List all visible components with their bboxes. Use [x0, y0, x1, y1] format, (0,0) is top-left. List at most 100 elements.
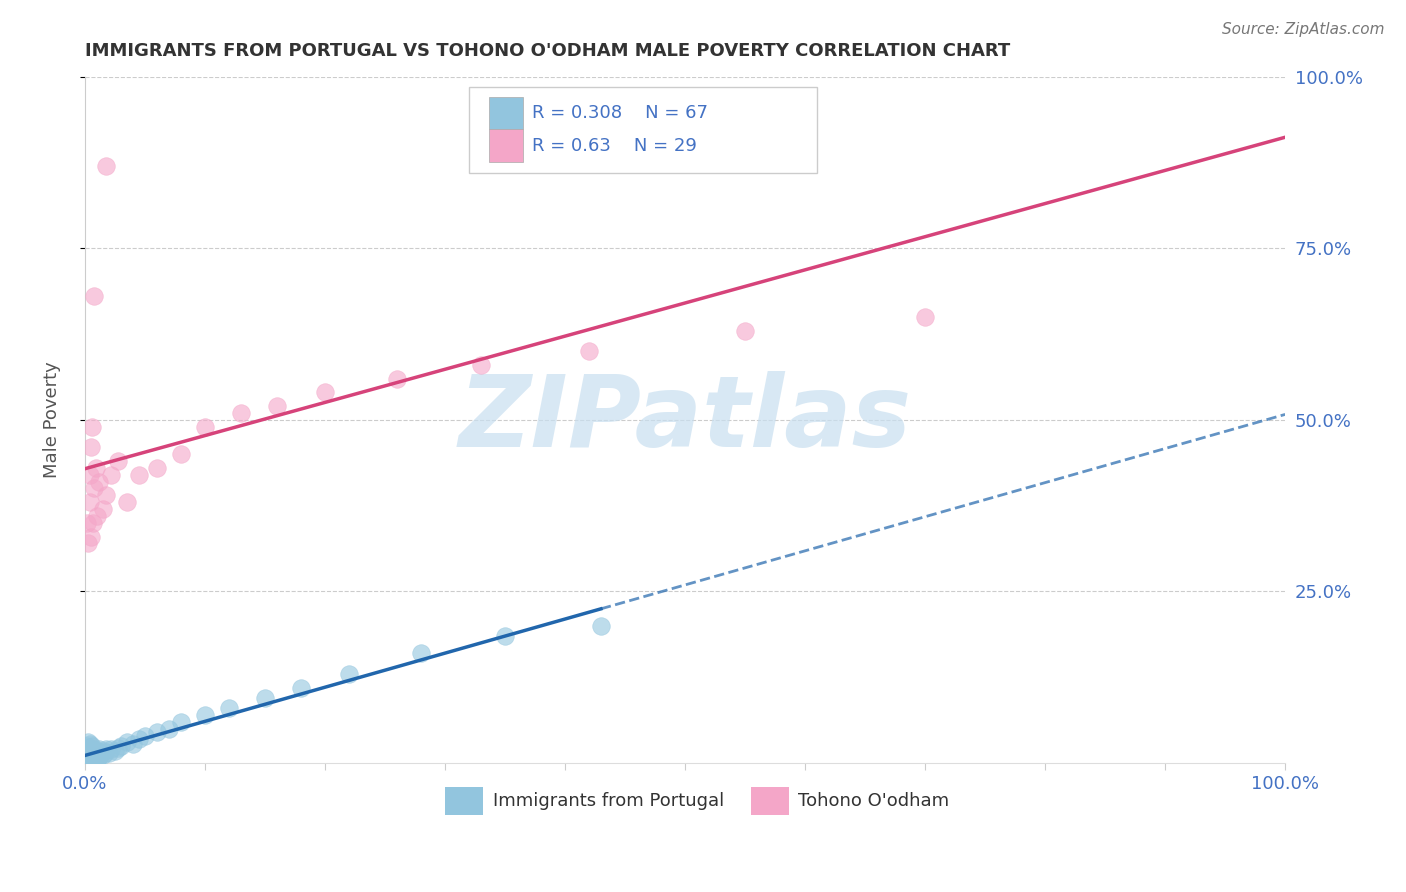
Point: [314, 385, 336, 400]
Point: [80, 753, 103, 767]
Point: [253, 690, 276, 705]
Point: [107, 741, 129, 756]
Point: [75, 753, 97, 767]
FancyBboxPatch shape: [468, 87, 817, 173]
FancyBboxPatch shape: [489, 129, 523, 162]
Point: [86, 753, 108, 767]
Point: [84, 461, 107, 475]
Point: [76, 750, 98, 764]
Point: [170, 714, 193, 729]
Point: [89, 475, 111, 489]
Point: [80, 745, 103, 759]
Point: [77, 741, 100, 756]
Point: [218, 701, 240, 715]
Point: [83, 289, 105, 303]
Point: [76, 744, 98, 758]
Point: [77, 746, 100, 760]
Point: [79, 753, 101, 767]
Point: [115, 495, 138, 509]
Text: IMMIGRANTS FROM PORTUGAL VS TOHONO O'ODHAM MALE POVERTY CORRELATION CHART: IMMIGRANTS FROM PORTUGAL VS TOHONO O'ODH…: [84, 42, 1010, 60]
Point: [96, 742, 118, 756]
Point: [75, 742, 97, 756]
FancyBboxPatch shape: [751, 787, 789, 814]
Text: Tohono O'odham: Tohono O'odham: [797, 792, 949, 810]
Point: [76, 747, 98, 762]
Point: [266, 399, 288, 413]
Text: R = 0.63    N = 29: R = 0.63 N = 29: [533, 137, 697, 155]
Point: [100, 742, 122, 756]
Point: [89, 749, 111, 764]
Point: [90, 746, 112, 760]
Point: [721, 124, 744, 138]
Point: [82, 516, 104, 530]
Point: [128, 467, 150, 482]
Point: [87, 750, 110, 764]
Point: [145, 461, 167, 475]
Point: [83, 744, 105, 758]
Point: [128, 731, 150, 746]
Point: [80, 419, 103, 434]
Point: [134, 729, 156, 743]
Point: [115, 735, 138, 749]
Point: [578, 344, 600, 359]
Point: [79, 495, 101, 509]
Text: Immigrants from Portugal: Immigrants from Portugal: [494, 792, 724, 810]
FancyBboxPatch shape: [489, 96, 523, 129]
Point: [80, 747, 103, 761]
Point: [80, 440, 103, 454]
Point: [385, 371, 408, 385]
Point: [100, 467, 122, 482]
Point: [77, 749, 100, 764]
Point: [96, 159, 118, 173]
Point: [96, 488, 118, 502]
Point: [470, 358, 492, 372]
Y-axis label: Male Poverty: Male Poverty: [44, 361, 60, 478]
Point: [229, 406, 252, 420]
Point: [79, 749, 101, 764]
Point: [77, 754, 100, 768]
Point: [82, 742, 104, 756]
Point: [75, 749, 97, 764]
Point: [76, 516, 98, 530]
Point: [110, 739, 132, 753]
Point: [494, 629, 516, 643]
Point: [87, 744, 110, 758]
Text: R = 0.308    N = 67: R = 0.308 N = 67: [533, 104, 709, 122]
Point: [107, 454, 129, 468]
Point: [83, 747, 105, 762]
Point: [91, 502, 114, 516]
Point: [337, 666, 360, 681]
Point: [145, 725, 167, 739]
Point: [86, 746, 108, 760]
Point: [79, 737, 101, 751]
Point: [82, 747, 104, 762]
Text: ZIPatlas: ZIPatlas: [458, 371, 911, 468]
Point: [121, 737, 143, 751]
Point: [157, 722, 180, 736]
Point: [194, 419, 217, 434]
Point: [93, 744, 115, 758]
Text: Source: ZipAtlas.com: Source: ZipAtlas.com: [1222, 22, 1385, 37]
Point: [80, 753, 103, 767]
Point: [84, 750, 107, 764]
Point: [76, 739, 98, 753]
Point: [914, 310, 936, 324]
Point: [89, 742, 111, 756]
Point: [91, 747, 114, 762]
Point: [82, 750, 104, 764]
Point: [170, 447, 193, 461]
Point: [94, 746, 117, 760]
Point: [734, 324, 756, 338]
Point: [83, 482, 105, 496]
Point: [80, 750, 103, 764]
FancyBboxPatch shape: [444, 787, 484, 814]
Point: [77, 751, 100, 765]
Point: [77, 735, 100, 749]
Point: [80, 749, 103, 764]
Point: [97, 746, 120, 760]
Point: [84, 746, 107, 760]
Point: [89, 747, 111, 762]
Point: [194, 708, 217, 723]
Point: [76, 753, 98, 767]
Point: [79, 467, 101, 482]
